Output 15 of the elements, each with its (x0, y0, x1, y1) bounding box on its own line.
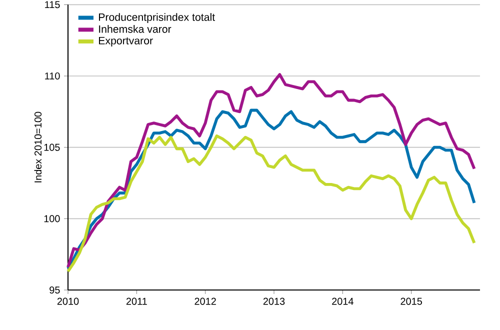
legend-label: Exportvaror (99, 36, 153, 47)
x-tick-label: 2014 (332, 298, 354, 305)
y-axis-title: Index 2010=100 (34, 112, 42, 182)
y-tick-label: 115 (45, 1, 60, 8)
y-tick-label: 95 (50, 286, 60, 294)
x-tick-label: 2013 (263, 298, 285, 305)
y-tick-label: 110 (45, 72, 60, 80)
legend-label: Inhemska varor (99, 25, 172, 33)
x-tick-label: 2010 (57, 298, 79, 305)
x-tick-label: 2015 (400, 298, 422, 305)
legend-label: Producentprisindex totalt (99, 13, 215, 24)
x-tick-label: 2011 (126, 298, 147, 305)
y-tick-label: 105 (44, 144, 60, 151)
y-tick-label: 100 (44, 215, 60, 222)
x-tick-label: 2012 (194, 298, 216, 305)
